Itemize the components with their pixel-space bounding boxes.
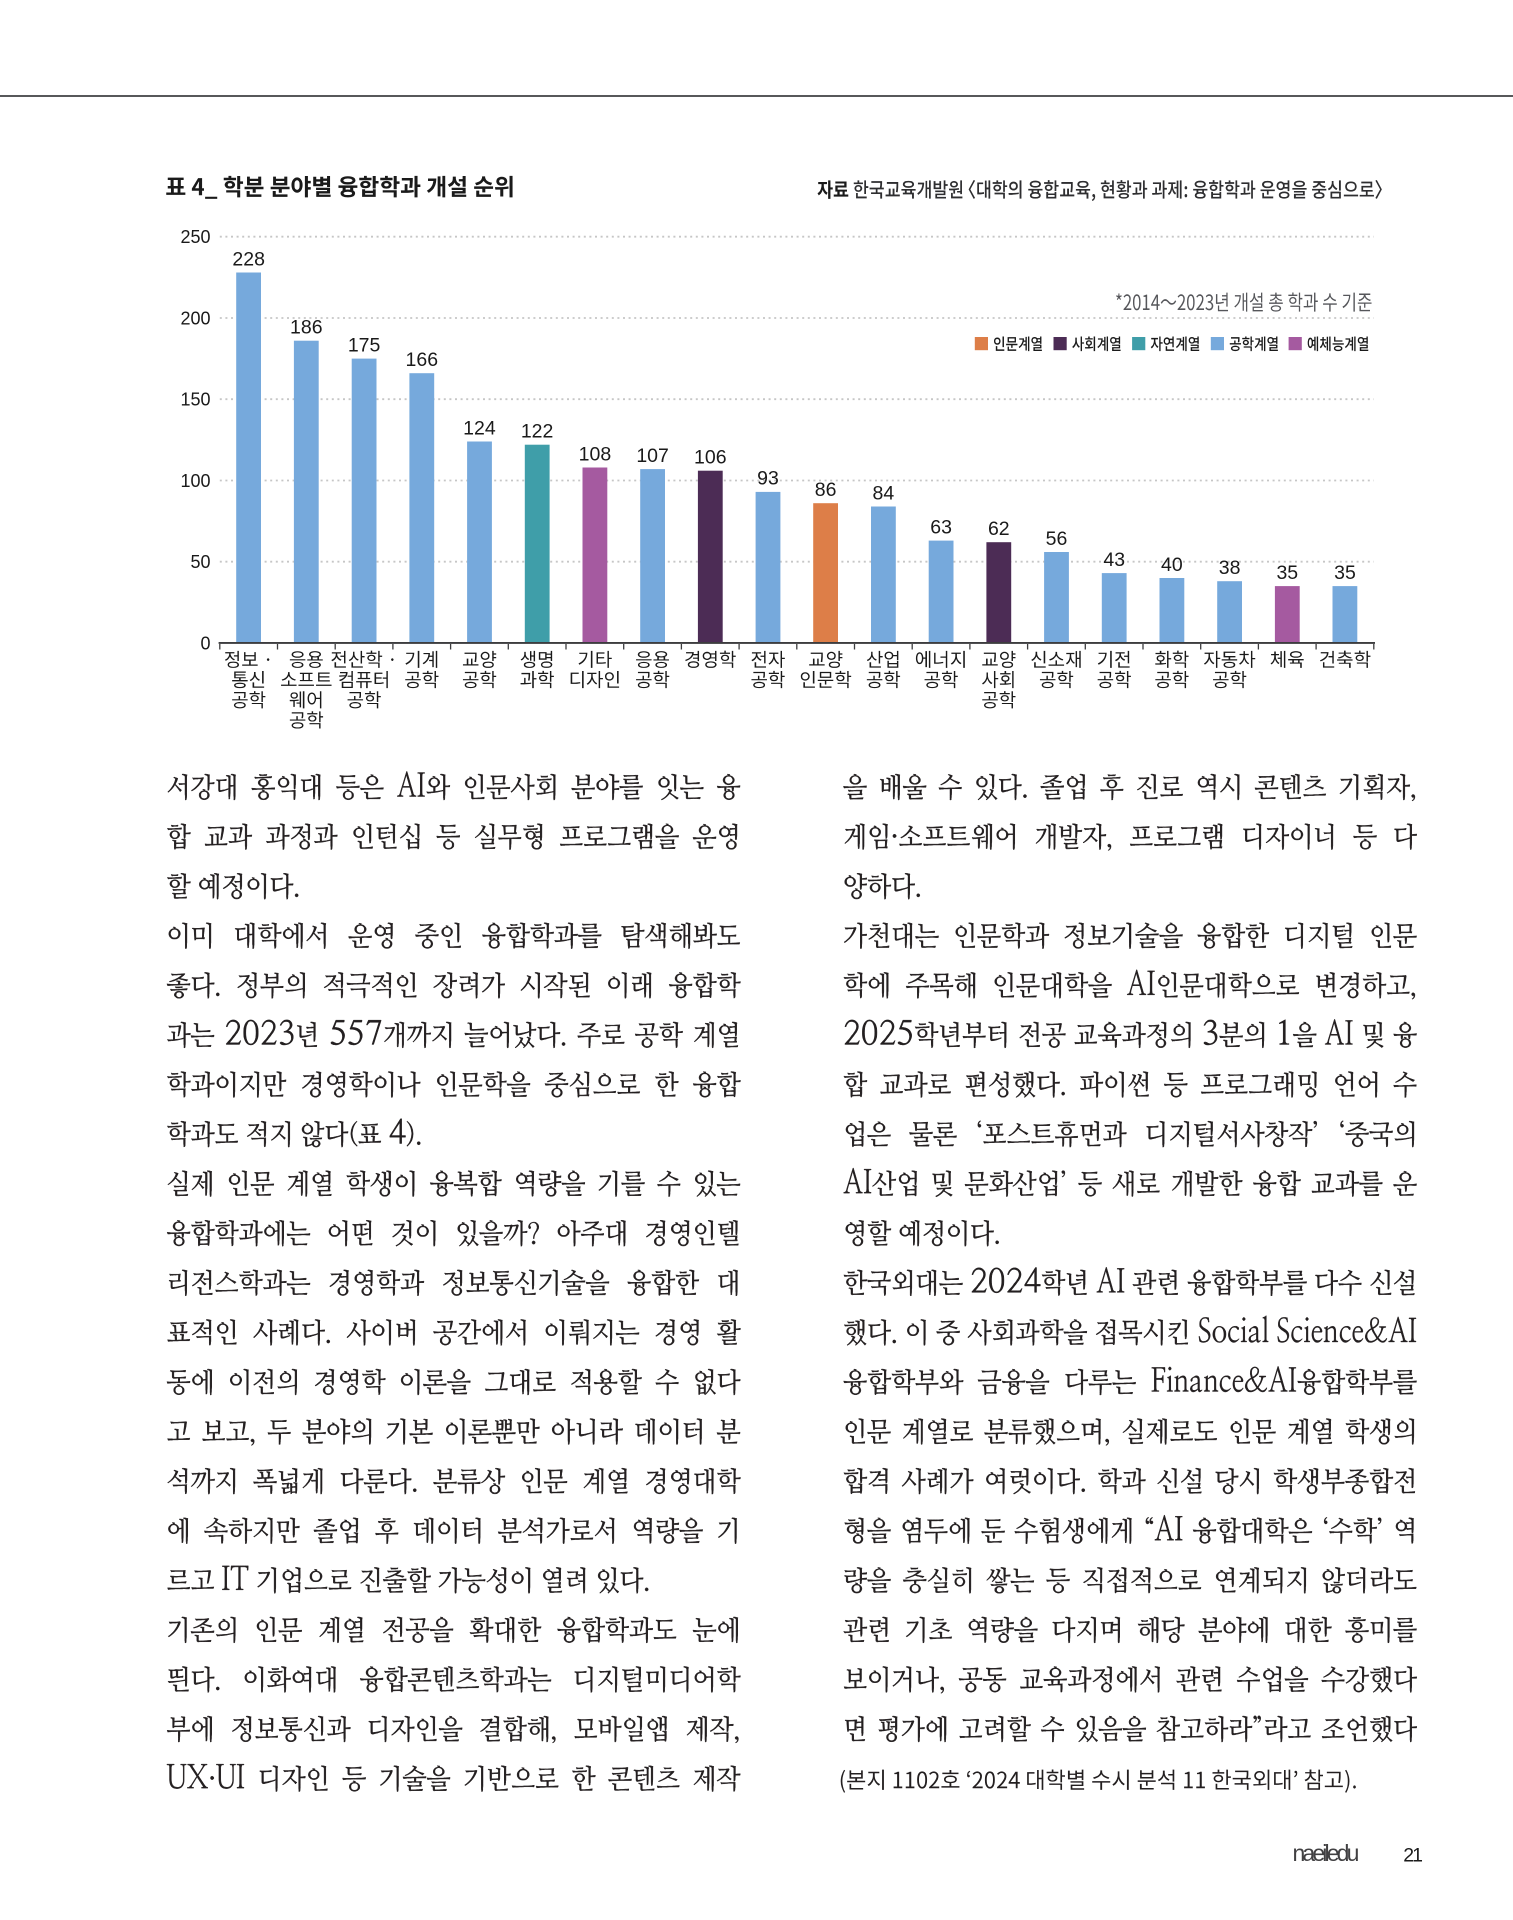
svg-text:21: 21 — [1403, 1844, 1422, 1866]
svg-text:150: 150 — [180, 390, 210, 410]
svg-text:100: 100 — [180, 471, 210, 491]
svg-text:124: 124 — [463, 417, 496, 439]
svg-text:250: 250 — [180, 227, 210, 247]
svg-text:84: 84 — [873, 482, 895, 504]
svg-text:38: 38 — [1219, 557, 1241, 579]
svg-text:108: 108 — [579, 443, 612, 465]
svg-text:186: 186 — [290, 317, 323, 339]
svg-text:86: 86 — [815, 479, 837, 501]
svg-text:0: 0 — [200, 633, 210, 653]
svg-text:naeiledu: naeiledu — [1293, 1840, 1360, 1866]
svg-text:50: 50 — [190, 552, 210, 572]
svg-text:228: 228 — [232, 248, 265, 270]
svg-text:166: 166 — [406, 349, 439, 371]
svg-text:62: 62 — [988, 518, 1010, 540]
svg-text:35: 35 — [1276, 562, 1298, 584]
svg-text:200: 200 — [180, 308, 210, 328]
svg-text:40: 40 — [1161, 554, 1183, 576]
svg-text:93: 93 — [757, 468, 779, 490]
svg-text:107: 107 — [636, 445, 669, 467]
svg-text:106: 106 — [694, 447, 727, 469]
svg-text:43: 43 — [1103, 549, 1125, 571]
svg-text:63: 63 — [930, 516, 952, 538]
svg-text:56: 56 — [1046, 528, 1068, 550]
svg-text:175: 175 — [348, 334, 381, 356]
svg-text:122: 122 — [521, 421, 554, 443]
svg-text:35: 35 — [1334, 562, 1356, 584]
